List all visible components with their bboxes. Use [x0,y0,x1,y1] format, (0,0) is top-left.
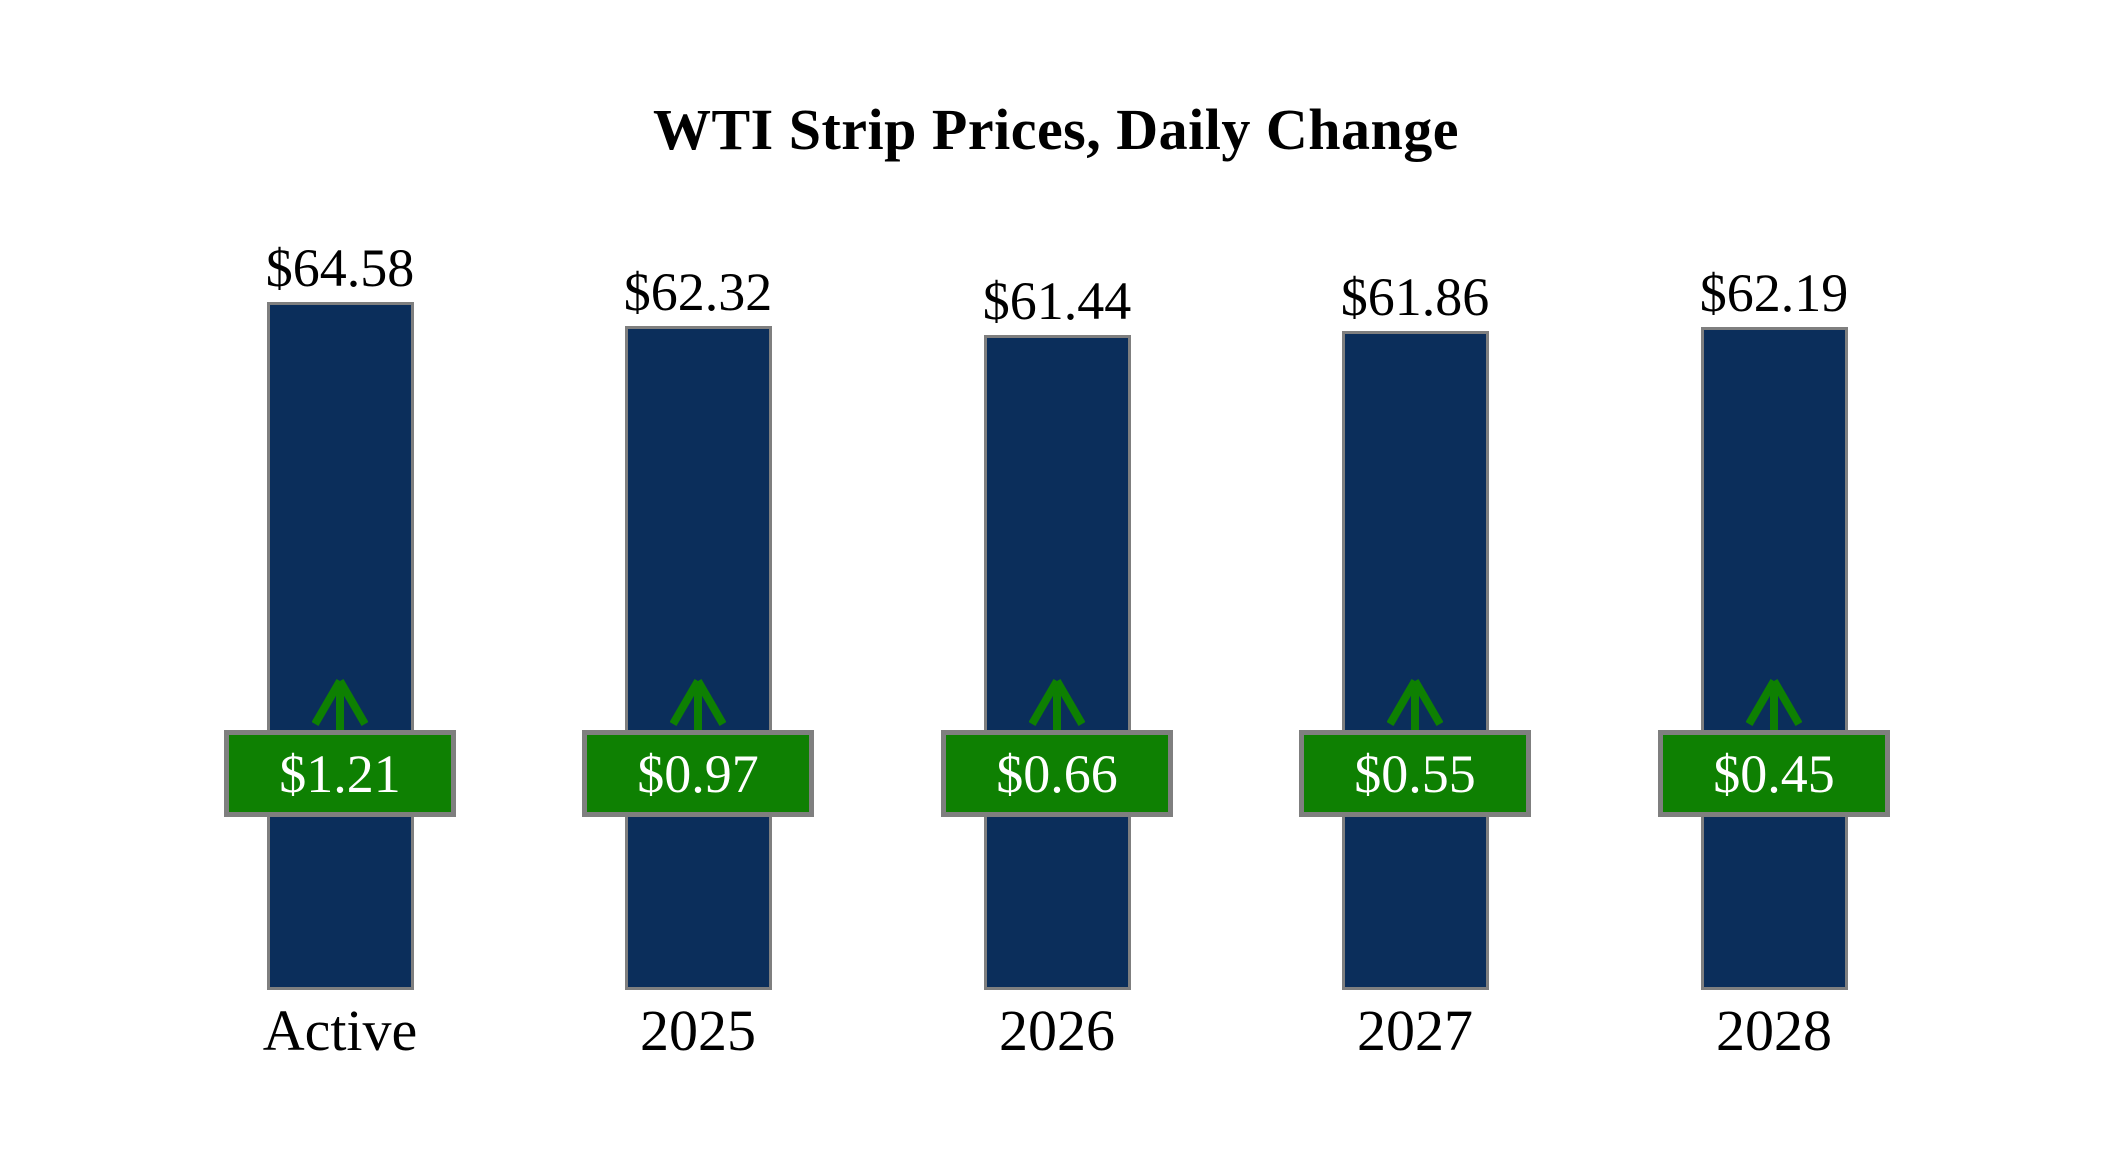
daily-change-badge: $1.21 [224,730,456,817]
price-label: $62.32 [623,262,773,322]
category-label: 2026 [999,998,1115,1063]
bar-group: $61.86 $0.55 2027 [1235,0,1595,1152]
price-label: $61.86 [1340,267,1490,327]
price-bar [984,335,1131,990]
up-arrow-icon [670,678,726,730]
chart-title: WTI Strip Prices, Daily Change [652,97,1460,162]
bar-group: $61.44 $0.66 2026 [877,0,1237,1152]
price-label: $62.19 [1699,263,1849,323]
up-arrow-icon [1029,678,1085,730]
daily-change-value: $0.66 [996,743,1118,804]
up-arrow-icon [1746,678,1802,730]
up-arrow-icon [312,678,368,730]
price-label: $64.58 [265,238,415,298]
daily-change-value: $0.55 [1354,743,1476,804]
category-label: 2028 [1716,998,1832,1063]
daily-change-value: $0.45 [1713,743,1835,804]
daily-change-value: $0.97 [637,743,759,804]
daily-change-badge: $0.97 [582,730,814,817]
price-bar [1342,331,1489,990]
daily-change-badge: $0.55 [1299,730,1531,817]
category-label: Active [262,998,418,1063]
bar-group: $62.19 $0.45 2028 [1594,0,1954,1152]
price-bar [625,326,772,990]
up-arrow-icon [1387,678,1443,730]
daily-change-badge: $0.66 [941,730,1173,817]
category-label: 2025 [640,998,756,1063]
bar-group: $64.58 $1.21 Active [160,0,520,1152]
price-label: $61.44 [982,271,1132,331]
category-label: 2027 [1357,998,1473,1063]
price-bar [1701,327,1848,990]
daily-change-value: $1.21 [279,743,401,804]
bar-group: $62.32 $0.97 2025 [518,0,878,1152]
price-bar [267,302,414,990]
daily-change-badge: $0.45 [1658,730,1890,817]
